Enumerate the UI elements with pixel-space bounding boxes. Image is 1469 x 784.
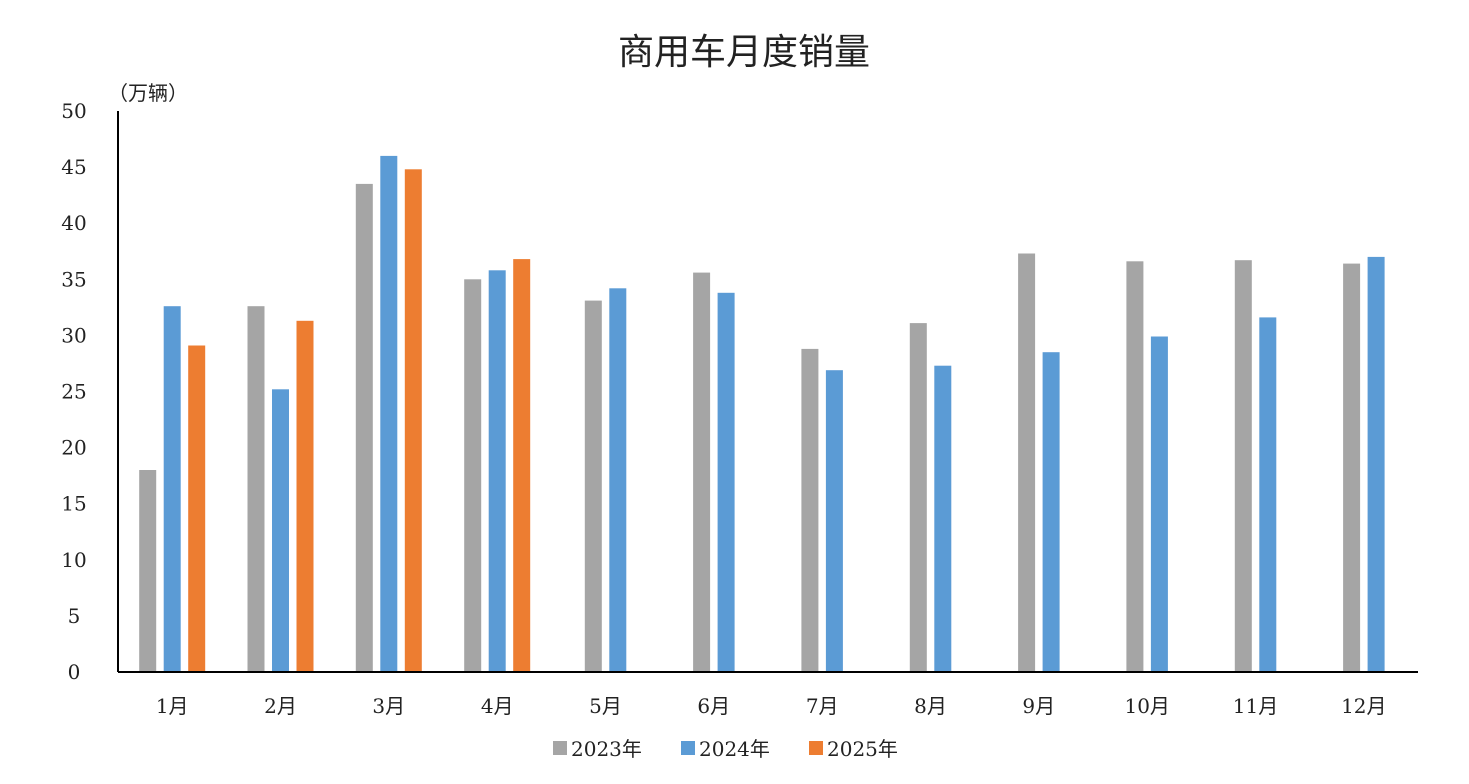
bar (139, 470, 157, 672)
x-tick-label: 1月 (156, 694, 189, 718)
bar (1126, 261, 1144, 672)
x-tick-label: 2月 (264, 694, 297, 718)
y-tick-label: 15 (61, 492, 86, 516)
y-tick-label: 35 (61, 267, 86, 291)
y-tick-label: 10 (61, 548, 86, 572)
y-tick-label: 25 (61, 380, 86, 404)
x-tick-label: 3月 (372, 694, 405, 718)
bar (1234, 260, 1252, 672)
legend-label: 2023年 (571, 737, 642, 761)
bars (139, 155, 1385, 673)
bar (909, 323, 927, 672)
x-tick-label: 6月 (697, 694, 730, 718)
bar (801, 348, 819, 672)
x-tick-label: 4月 (481, 694, 514, 718)
x-tick-label: 8月 (914, 694, 947, 718)
bar (717, 292, 735, 672)
chart-title: 商用车月度销量 (618, 32, 870, 73)
legend-swatch (809, 741, 823, 755)
bar (513, 259, 531, 672)
bar (355, 183, 373, 672)
x-tick-label: 7月 (806, 694, 839, 718)
bar (584, 300, 602, 672)
y-tick-label: 45 (61, 155, 86, 179)
bar (693, 272, 711, 672)
x-axis-category-labels: 1月 2月 3月 4月 5月 6月 7月 8月 9月 10月 11月 12月 (156, 694, 1387, 718)
y-tick-label: 5 (68, 604, 81, 628)
bar (188, 345, 206, 672)
y-axis-unit-label: （万辆） (108, 81, 188, 105)
legend-swatch (553, 741, 567, 755)
bar (609, 288, 627, 672)
legend-swatch (681, 741, 695, 755)
x-tick-label: 12月 (1341, 694, 1386, 718)
y-tick-label: 40 (61, 211, 86, 235)
bar (1018, 253, 1036, 672)
bar (934, 365, 952, 672)
bar (488, 270, 506, 672)
bar (247, 306, 265, 672)
y-tick-label: 50 (61, 99, 86, 123)
bar (1343, 263, 1361, 672)
legend-label: 2025年 (827, 737, 898, 761)
x-tick-label: 5月 (589, 694, 622, 718)
bar (464, 279, 482, 672)
bar (825, 370, 843, 672)
bar (1042, 352, 1060, 672)
y-tick-label: 30 (61, 323, 86, 347)
bar (1367, 256, 1385, 672)
legend-label: 2024年 (699, 737, 770, 761)
y-axis-ticks: 0 5 10 15 20 25 30 35 40 45 50 (61, 99, 86, 684)
bar (1259, 317, 1277, 672)
x-tick-label: 9月 (1022, 694, 1055, 718)
bar (1150, 336, 1168, 672)
bar (380, 155, 398, 672)
y-tick-label: 20 (61, 436, 86, 460)
legend: 2023年 2024年 2025年 (553, 737, 898, 761)
bar (296, 320, 314, 672)
bar (404, 169, 422, 673)
y-tick-label: 0 (68, 660, 81, 684)
x-tick-label: 10月 (1124, 694, 1169, 718)
x-tick-label: 11月 (1233, 694, 1278, 718)
bar (272, 389, 289, 672)
bar (163, 306, 181, 672)
